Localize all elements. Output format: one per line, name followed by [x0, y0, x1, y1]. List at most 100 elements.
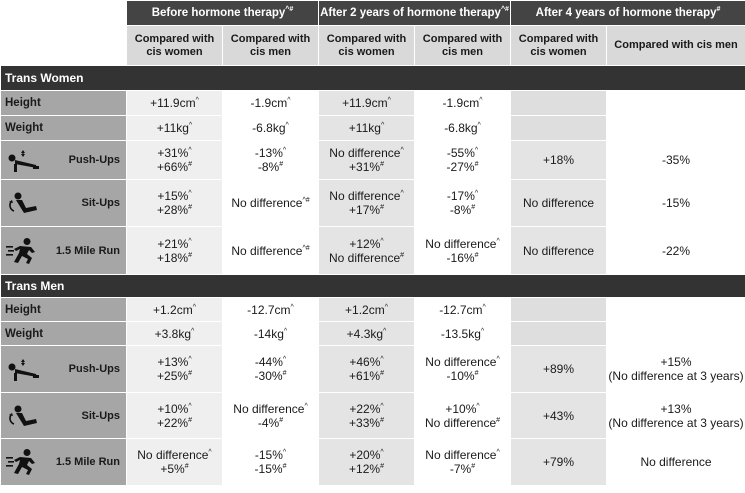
footnote-mark: # — [474, 161, 479, 168]
footnote-mark: # — [400, 251, 405, 259]
data-cell: No difference — [510, 226, 608, 275]
cell-value: +20% — [349, 448, 381, 462]
cell-value: No difference — [233, 401, 305, 416]
cell-line: +12%# — [319, 462, 414, 476]
subheader-label: Compared with cis men — [614, 39, 738, 51]
cell-value: +15% — [660, 355, 692, 369]
cell-line: +11.9cm^ — [319, 96, 414, 110]
header-row-groups: Before hormone therapy^# After 2 years of… — [0, 0, 745, 26]
data-cell: +22%^ +33%# — [318, 392, 416, 439]
footnote-mark: # — [474, 251, 479, 259]
cell-line: -6.8kg^ — [223, 121, 318, 135]
header-group-2: After 2 years of hormone therapy^# — [318, 0, 512, 26]
cell-value: +11.9cm — [150, 96, 196, 110]
section-title-text: Trans Men — [5, 279, 65, 293]
subheader-label: Compared with cis women — [326, 32, 407, 58]
push-up-icon — [5, 146, 43, 174]
cell-value: -35% — [662, 153, 691, 167]
cell-line: +25%# — [127, 369, 222, 383]
footnote-mark: ^ — [400, 147, 404, 154]
data-cell — [510, 297, 608, 322]
runner-icon — [5, 448, 43, 476]
cell-value: +12% — [349, 236, 381, 251]
cell-value: +21% — [157, 236, 189, 251]
sit-up-icon — [5, 402, 43, 430]
footnote-mark: ^ — [380, 237, 384, 245]
cell-value: +13% — [660, 401, 692, 416]
cell-line: -8%# — [415, 203, 510, 217]
footnote-mark: ^ — [383, 327, 387, 335]
row-label-wrap: Sit-Ups — [1, 402, 126, 430]
footnote-mark: # — [380, 463, 384, 470]
cell-line: -1.9cm^ — [415, 96, 510, 110]
section-title: Trans Women — [0, 65, 745, 91]
cell-line: -8%# — [223, 160, 318, 174]
cell-value: +3.8kg — [154, 326, 192, 341]
row-label: Height — [5, 97, 41, 109]
cell-value: +43% — [543, 408, 575, 423]
data-cell: No difference^# — [221, 226, 320, 275]
cell-line: +12%^ — [319, 237, 414, 251]
cell-line: +10%^ — [127, 402, 222, 416]
cell-line: +15%^ — [127, 189, 222, 203]
header-group-label: After 2 years of hormone therapy — [320, 7, 501, 19]
footnote-mark: # — [380, 161, 384, 168]
footnote-mark: # — [188, 161, 192, 168]
data-cell: +11kg^ — [318, 115, 416, 141]
cell-line: -12.7cm^ — [415, 303, 510, 317]
cell-value: +31% — [157, 146, 189, 160]
cell-line: -1.9cm^ — [223, 96, 318, 110]
cell-value: -6.8kg — [252, 121, 286, 135]
row-label-wrap: Push-Ups — [1, 146, 126, 174]
row-label: Weight — [5, 122, 44, 134]
data-cell: -22% — [606, 226, 745, 275]
table-row: Weight +11kg^ -6.8kg^ +11kg^ -6.8kg^ — [0, 115, 745, 141]
row-label-cell: 1.5 Mile Run — [0, 226, 127, 275]
data-cell: +15% (No difference at 3 years) — [606, 345, 745, 393]
footnote-mark: ^ — [188, 122, 193, 129]
cell-line: +11.9cm^ — [127, 96, 222, 110]
cell-line: +10%^ — [415, 402, 510, 416]
data-cell: +46%^ +61%# — [318, 345, 416, 393]
footnote-mark: ^ — [191, 327, 195, 335]
cell-value: +12% — [349, 462, 381, 476]
footnote-mark: ^ — [188, 190, 192, 197]
runner-icon — [5, 237, 43, 265]
cell-line: -30%# — [223, 369, 318, 383]
cell-value: -12.7cm — [247, 302, 291, 317]
cell-value: -4% — [257, 415, 280, 430]
cell-value: No difference — [425, 355, 497, 369]
table-row: Push-Ups +31%^ +66%# -13%^ -8%# No difference… — [0, 140, 745, 180]
footnote-mark: # — [474, 370, 479, 377]
data-cell: No difference — [606, 438, 745, 486]
data-cell: No difference^ +17%# — [318, 179, 416, 227]
footnote-mark: ^ — [192, 303, 196, 311]
cell-line: +31%# — [319, 160, 414, 174]
table-row: Sit-Ups +15%^ +28%# No difference^# No diffe… — [0, 179, 745, 227]
cell-value: +11kg — [348, 121, 381, 135]
footnote-mark: ^ — [282, 147, 287, 154]
cell-line: +1.2cm^ — [319, 303, 414, 317]
footnote-mark: # — [282, 370, 287, 377]
data-cell: -35% — [606, 140, 745, 180]
footnote-mark: ^ — [283, 327, 288, 335]
cell-value: -30% — [254, 369, 283, 383]
footnote-mark: # — [380, 204, 384, 211]
footnote-mark: # — [188, 251, 192, 259]
data-cell — [606, 321, 745, 346]
cell-line: +66%# — [127, 160, 222, 174]
subheader-label: Compared with cis men — [230, 32, 311, 58]
data-cell: +4.3kg^ — [318, 321, 416, 346]
data-cell: +13%^ +25%# — [126, 345, 223, 393]
row-label-wrap: 1.5 Mile Run — [1, 448, 126, 476]
cell-line: +18%# — [127, 251, 222, 265]
row-label-cell: Push-Ups — [0, 140, 127, 180]
row-label: 1.5 Mile Run — [55, 456, 120, 468]
data-cell — [510, 90, 608, 116]
cell-value: +10% — [157, 401, 189, 416]
cell-value: +22% — [349, 401, 381, 416]
data-cell — [510, 321, 608, 346]
row-label: 1.5 Mile Run — [55, 244, 120, 257]
data-cell: -12.7cm^ — [414, 297, 512, 322]
